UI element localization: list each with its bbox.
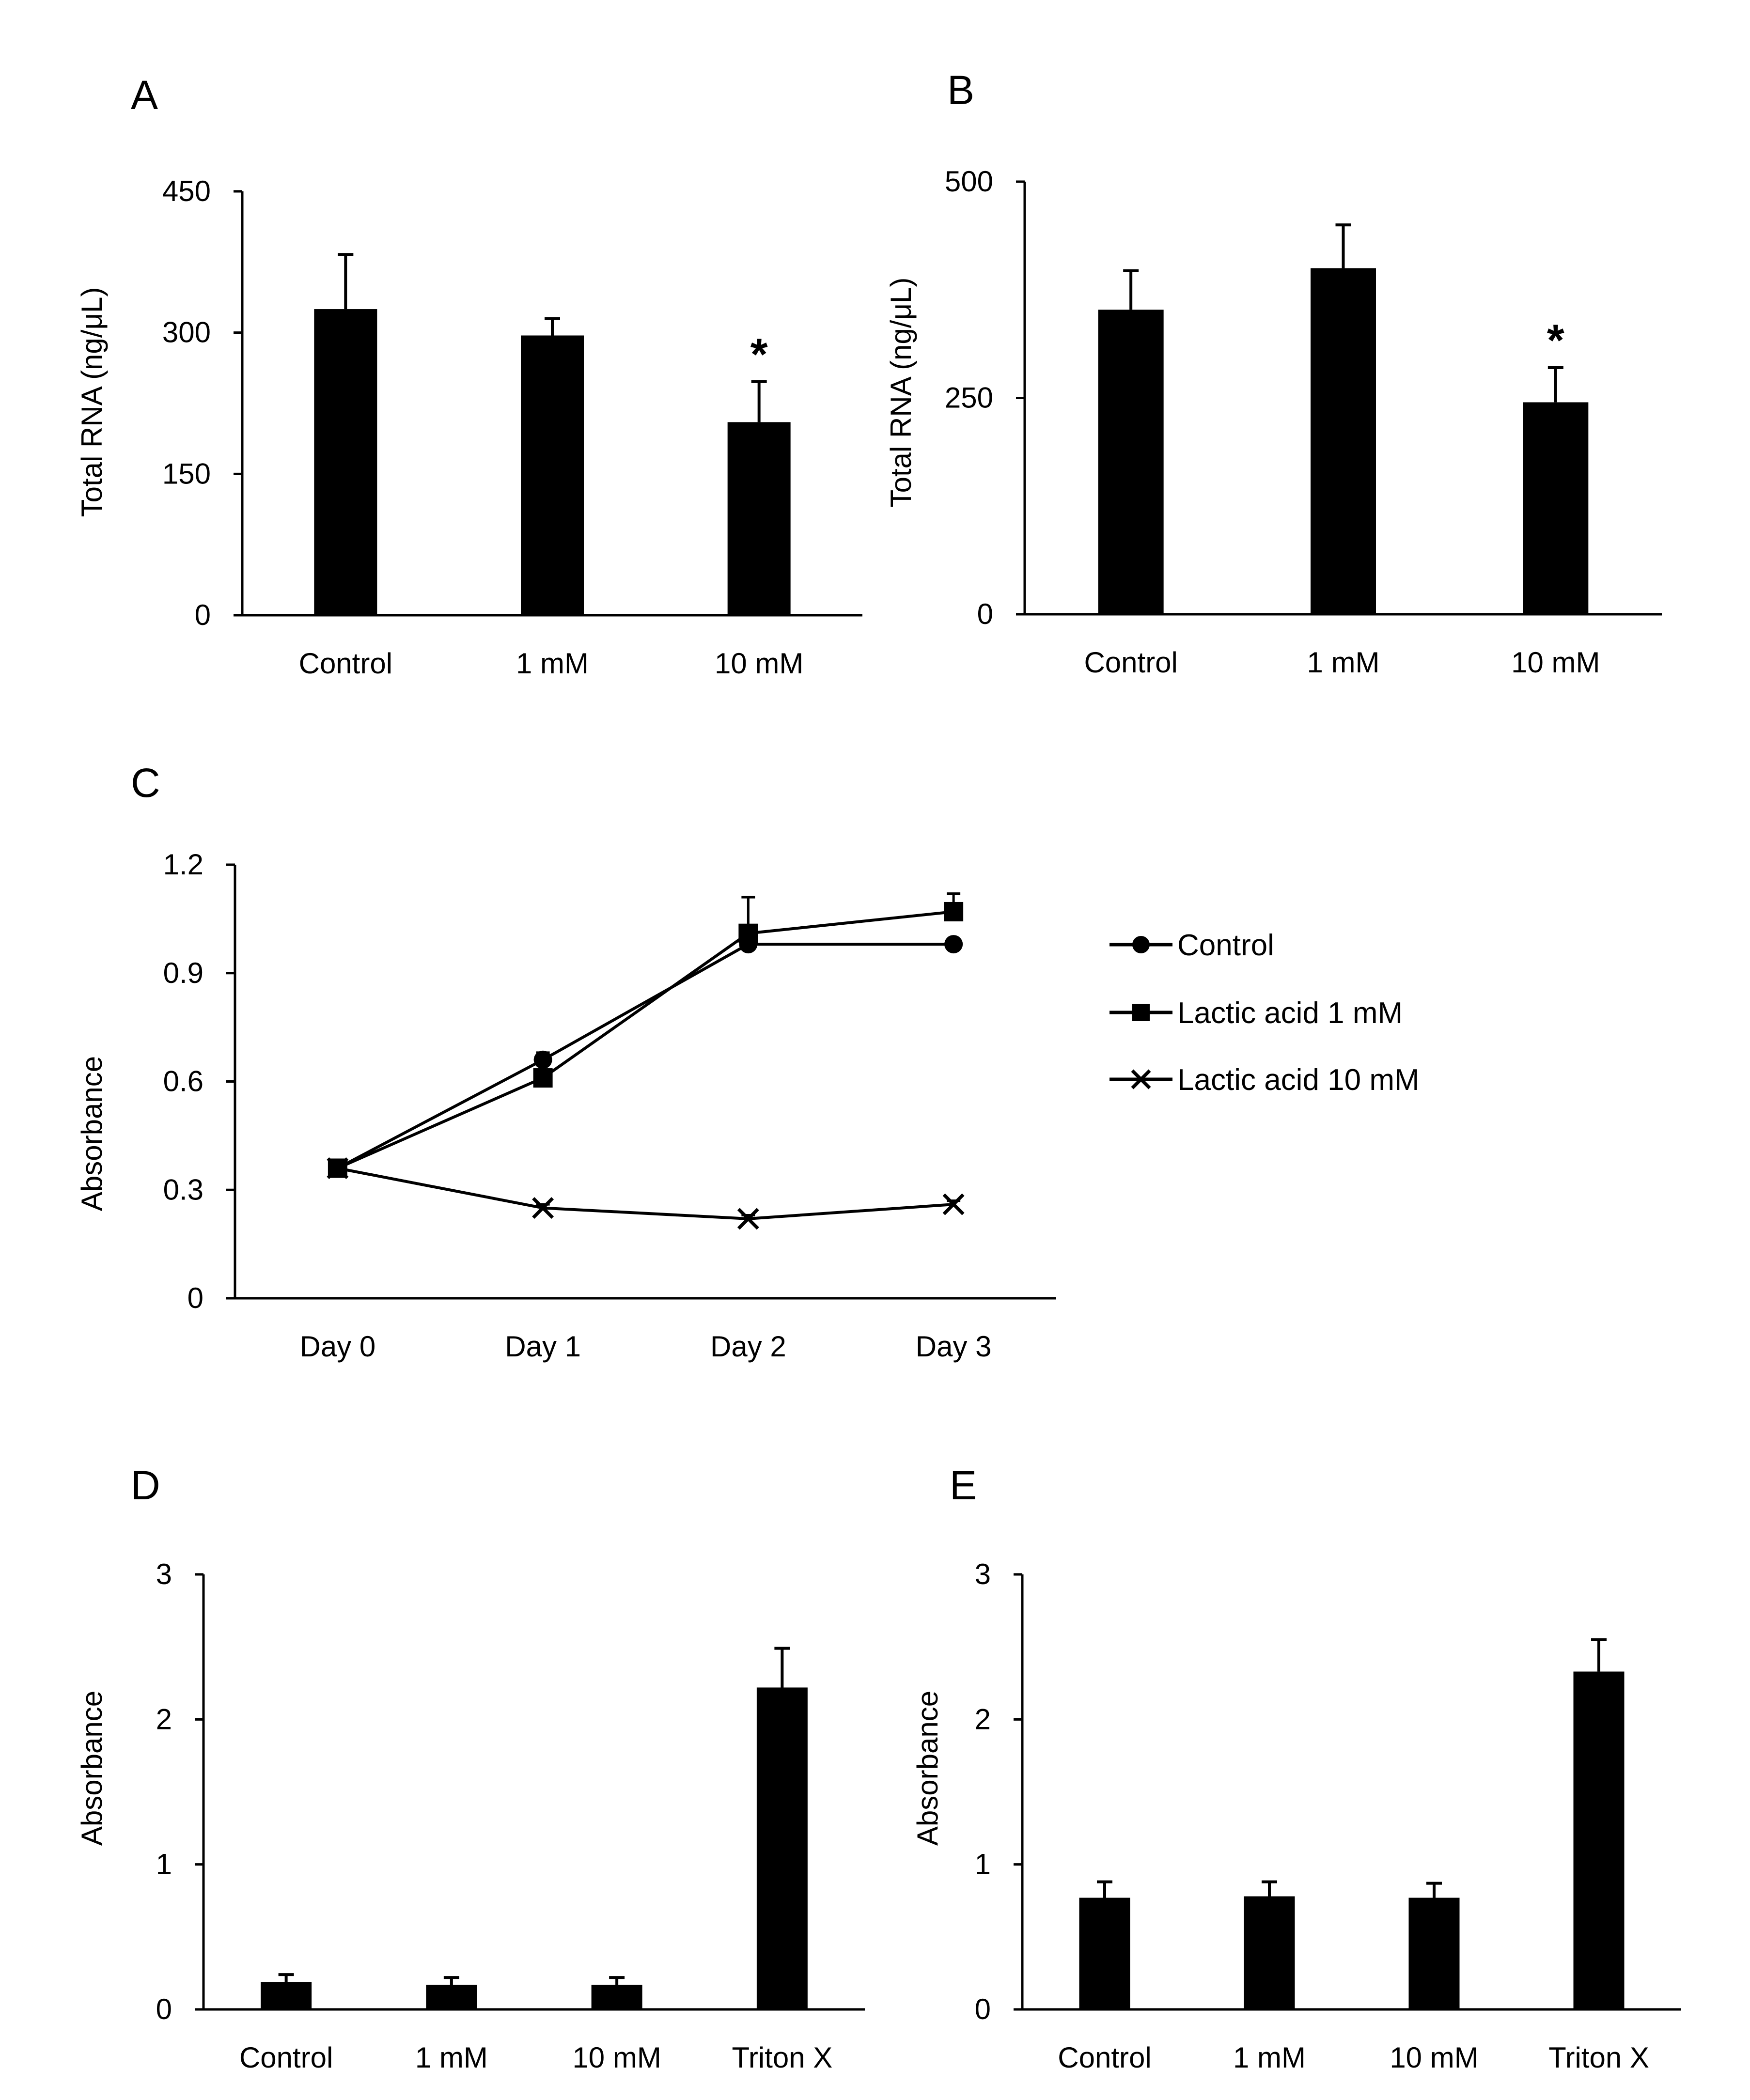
y-tick-label: 2 (156, 1703, 172, 1735)
legend-item-lactic-10mm: Lactic acid 10 mM (1109, 1063, 1420, 1097)
x-tick-label: Day 2 (710, 1330, 786, 1363)
significance-marker: * (1547, 316, 1564, 365)
panel-d: D Absorbance 0 1 2 3 Control 1 mM 10 mM Triton … (76, 1462, 865, 2074)
y-tick-label: 0 (195, 599, 211, 631)
y-tick-label: 150 (162, 457, 211, 490)
legend-marker-square-icon (1132, 1004, 1150, 1021)
bar (1523, 402, 1589, 614)
data-point (737, 1208, 759, 1230)
y-tick-label: 3 (156, 1558, 172, 1590)
y-tick-label: 300 (162, 316, 211, 349)
x-tick-label: Day 3 (916, 1330, 992, 1363)
y-tick-label: 1 (975, 1848, 991, 1881)
panel-label-a: A (131, 72, 158, 118)
y-axis-label-a: Total RNA (ng/μL) (76, 287, 108, 517)
x-tick-label: Control (239, 2041, 333, 2074)
bar (591, 1985, 642, 2009)
y-tick-label: 0.3 (163, 1173, 203, 1206)
legend-label-lactic-1mm: Lactic acid 1 mM (1177, 996, 1403, 1030)
bar (521, 335, 584, 615)
bar (756, 1687, 808, 2009)
panel-c: C Absorbance Control Lactic acid 1 mM La… (76, 760, 1420, 1363)
bar (1079, 1898, 1130, 2009)
x-tick-label: Triton X (732, 2041, 832, 2074)
y-axis-label-e: Absorbance (911, 1691, 944, 1846)
legend-item-lactic-1mm: Lactic acid 1 mM (1109, 996, 1403, 1030)
legend-item-control: Control (1109, 929, 1274, 962)
panel-a: A Total RNA (ng/μL) 0 150 300 450 Control 1 m… (76, 72, 862, 680)
data-point (533, 1050, 552, 1069)
x-tick-label: Control (299, 647, 392, 680)
x-tick-label: Day 0 (300, 1330, 376, 1363)
series-line (337, 1167, 954, 1220)
data-point (533, 1068, 553, 1088)
legend-marker-circle-icon (1132, 936, 1150, 953)
legend-c: Control Lactic acid 1 mM Lactic acid 10 … (1109, 929, 1420, 1097)
y-tick-label: 0.9 (163, 957, 203, 989)
data-point (944, 902, 964, 921)
legend-marker-cross-icon (1131, 1069, 1151, 1089)
y-tick-label: 0 (156, 1993, 172, 2025)
x-tick-label: 1 mM (516, 647, 589, 680)
panel-label-d: D (131, 1462, 160, 1508)
y-tick-label: 0.6 (163, 1065, 203, 1098)
y-tick-label: 0 (188, 1282, 203, 1314)
y-tick-label: 1 (156, 1848, 172, 1881)
bar (1098, 310, 1164, 614)
x-tick-label: Triton X (1548, 2041, 1649, 2074)
x-tick-label: 10 mM (1390, 2041, 1478, 2074)
bar (727, 422, 791, 615)
series-line (337, 910, 954, 1170)
data-point (532, 1197, 554, 1219)
y-tick-label: 500 (945, 165, 993, 198)
bar (261, 1982, 312, 2009)
x-tick-label: Day 1 (505, 1330, 581, 1363)
panel-b: B Total RNA (ng/μL) 0 250 500 Control 1 mM * 1… (885, 67, 1662, 679)
x-tick-label: 10 mM (1511, 646, 1600, 679)
panel-e: E Absorbance 0 1 2 3 Control 1 mM 10 mM Triton … (911, 1462, 1681, 2074)
y-tick-label: 0 (977, 598, 993, 630)
bar (1244, 1896, 1295, 2009)
x-tick-label: 1 mM (1307, 646, 1380, 679)
bar (1573, 1671, 1625, 2009)
y-tick-label: 450 (162, 175, 211, 207)
data-point (942, 1193, 965, 1215)
x-tick-label: 10 mM (715, 647, 803, 680)
y-tick-label: 2 (975, 1703, 991, 1735)
bar (314, 309, 377, 615)
series-line (337, 943, 954, 1170)
legend-label-lactic-10mm: Lactic acid 10 mM (1177, 1063, 1420, 1097)
x-tick-label: Control (1058, 2041, 1151, 2074)
data-point (944, 935, 963, 954)
significance-marker: * (750, 330, 768, 379)
y-axis-label-d: Absorbance (76, 1691, 108, 1846)
panel-label-e: E (950, 1462, 977, 1508)
panel-label-b: B (947, 67, 974, 113)
x-tick-label: Control (1084, 646, 1177, 679)
y-tick-label: 3 (975, 1558, 991, 1590)
legend-label-control: Control (1177, 929, 1274, 962)
bar (426, 1985, 477, 2009)
x-tick-label: 10 mM (572, 2041, 661, 2074)
y-tick-label: 1.2 (163, 848, 203, 881)
x-tick-label: 1 mM (415, 2041, 488, 2074)
y-tick-label: 0 (975, 1993, 991, 2025)
data-point (738, 923, 758, 943)
panel-label-c: C (131, 760, 160, 806)
y-axis-label-b: Total RNA (ng/μL) (885, 278, 917, 508)
data-point (327, 1157, 349, 1179)
y-axis-label-c: Absorbance (76, 1056, 108, 1211)
bar (1311, 268, 1376, 614)
x-tick-label: 1 mM (1233, 2041, 1306, 2074)
bar (1408, 1898, 1460, 2009)
y-tick-label: 250 (945, 382, 993, 414)
